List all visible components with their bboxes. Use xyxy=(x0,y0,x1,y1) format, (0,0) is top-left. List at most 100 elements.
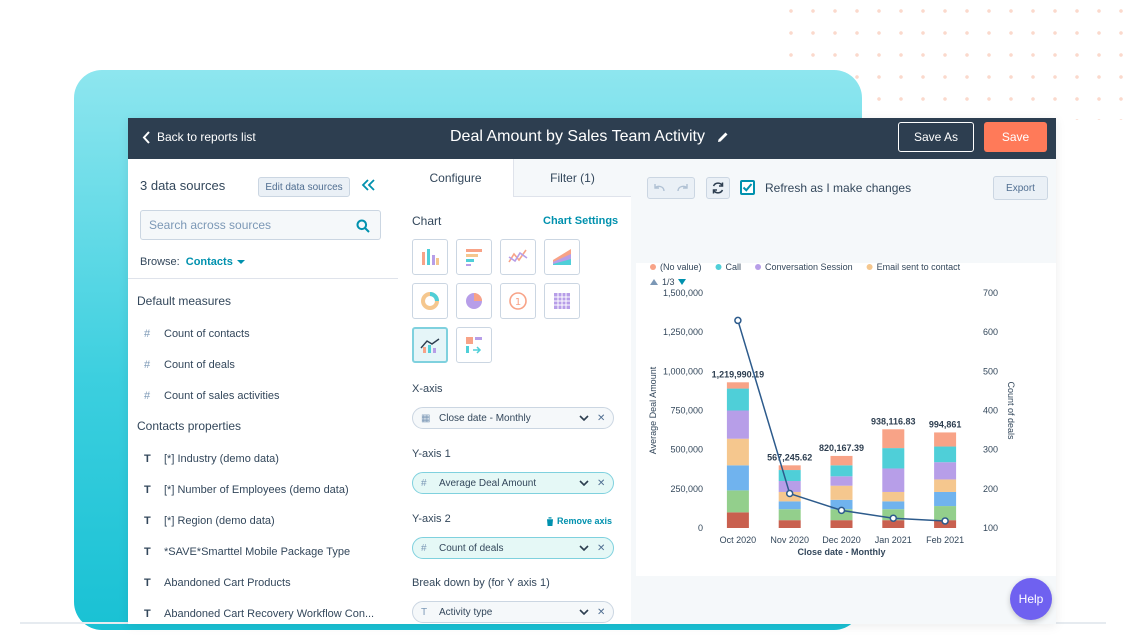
property-item[interactable]: T [*] Number of Employees (demo data) xyxy=(144,484,349,496)
refresh-checkbox[interactable] xyxy=(740,180,755,195)
property-item[interactable]: T [*] Region (demo data) xyxy=(144,515,275,527)
default-measures-heading: Default measures xyxy=(137,294,232,308)
x-axis-title: Close date - Monthly xyxy=(797,547,885,557)
pivot-table-button[interactable] xyxy=(544,283,580,319)
chevron-left-icon xyxy=(142,130,150,144)
search-sources-input[interactable]: Search across sources xyxy=(140,210,381,240)
number-type-icon: # xyxy=(421,477,427,489)
property-item[interactable]: T Abandoned Cart Products xyxy=(144,577,291,589)
y-left-tick-label: 750,000 xyxy=(670,406,703,416)
remove-icon[interactable]: ✕ xyxy=(597,412,606,424)
legend-page-down-icon xyxy=(678,279,686,285)
bar-segment xyxy=(934,479,957,492)
tab-filter[interactable]: Filter (1) xyxy=(513,159,631,197)
y-left-tick-label: 0 xyxy=(698,523,703,533)
text-type-icon: T xyxy=(144,608,151,620)
measure-item[interactable]: # Count of sales activities xyxy=(144,390,280,402)
remove-axis-link[interactable]: Remove axis xyxy=(546,516,612,526)
checkmark-icon xyxy=(742,183,753,192)
text-type-icon: T xyxy=(144,484,151,496)
browse-selector[interactable]: Browse: Contacts xyxy=(140,256,245,268)
export-button[interactable]: Export xyxy=(993,176,1048,200)
pie-chart-button[interactable] xyxy=(456,283,492,319)
remove-icon[interactable]: ✕ xyxy=(597,542,606,554)
bar-total-label: 1,219,990.19 xyxy=(712,369,765,379)
y-right-tick-label: 200 xyxy=(983,484,998,494)
chevron-down-icon[interactable] xyxy=(579,415,589,421)
bar-total-label: 994,861 xyxy=(929,419,962,429)
breakdown-field[interactable]: T Activity type ✕ xyxy=(412,601,614,623)
y-axis1-label: Y-axis 1 xyxy=(412,448,451,460)
bar-segment xyxy=(934,432,957,447)
table-button[interactable] xyxy=(456,327,492,363)
back-to-reports-link[interactable]: Back to reports list xyxy=(142,130,256,144)
legend-label: (No value) xyxy=(660,263,702,272)
bar-segment xyxy=(934,462,957,480)
chart-card: (No value) Call Conversation Session Email … xyxy=(636,262,1056,576)
single-value-button[interactable]: 1 xyxy=(500,283,536,319)
donut-chart-button[interactable] xyxy=(412,283,448,319)
tab-configure[interactable]: Configure xyxy=(398,159,513,197)
save-button[interactable]: Save xyxy=(984,122,1047,152)
save-as-button[interactable]: Save As xyxy=(898,122,974,152)
data-sources-title: 3 data sources xyxy=(140,178,226,193)
pencil-icon[interactable] xyxy=(717,131,729,143)
bar-segment xyxy=(934,491,957,507)
measure-item[interactable]: # Count of contacts xyxy=(144,328,250,340)
x-axis-value: Close date - Monthly xyxy=(439,412,531,424)
legend-label: Call xyxy=(726,263,742,272)
property-item[interactable]: T Abandoned Cart Recovery Workflow Con... xyxy=(144,608,374,620)
number-type-icon: # xyxy=(144,328,151,340)
undo-redo-group xyxy=(647,177,695,199)
chevron-down-icon[interactable] xyxy=(579,609,589,615)
combo-chart-button[interactable] xyxy=(412,327,448,363)
browse-value[interactable]: Contacts xyxy=(185,256,233,268)
measure-item[interactable]: # Count of deals xyxy=(144,359,235,371)
breakdown-value: Activity type xyxy=(439,606,493,618)
caret-down-icon[interactable] xyxy=(236,260,245,265)
vertical-bar-chart-button[interactable] xyxy=(412,239,448,275)
bar-segment xyxy=(882,501,905,510)
redo-icon[interactable] xyxy=(671,181,693,195)
bar-segment xyxy=(830,465,853,477)
bar-segment xyxy=(882,491,905,502)
area-chart-icon xyxy=(553,249,571,265)
edit-data-sources-button[interactable]: Edit data sources xyxy=(258,177,350,197)
data-sources-panel: 3 data sources Edit data sources Search … xyxy=(128,159,399,624)
chart-preview-panel: Refresh as I make changes Export (No val… xyxy=(631,159,1056,624)
horizontal-bar-chart-icon xyxy=(466,249,482,266)
help-button[interactable]: Help xyxy=(1010,578,1052,620)
area-chart-button[interactable] xyxy=(544,239,580,275)
y-axis1-field[interactable]: # Average Deal Amount ✕ xyxy=(412,472,614,494)
undo-icon[interactable] xyxy=(649,181,671,195)
pivot-table-icon xyxy=(554,293,570,309)
chevron-down-icon[interactable] xyxy=(579,545,589,551)
horizontal-bar-chart-button[interactable] xyxy=(456,239,492,275)
report-title[interactable]: Deal Amount by Sales Team Activity xyxy=(450,128,729,146)
trash-icon xyxy=(546,516,554,526)
search-icon[interactable] xyxy=(356,219,370,233)
property-label: [*] Region (demo data) xyxy=(164,515,275,527)
chevron-down-icon[interactable] xyxy=(579,480,589,486)
collapse-panel-icon[interactable] xyxy=(360,178,376,192)
y-right-tick-label: 400 xyxy=(983,406,998,416)
x-axis-field[interactable]: ▦ Close date - Monthly ✕ xyxy=(412,407,614,429)
property-item[interactable]: T [*] Industry (demo data) xyxy=(144,453,279,465)
contacts-properties-heading: Contacts properties xyxy=(137,419,242,433)
property-item[interactable]: T *SAVE*Smarttel Mobile Package Type xyxy=(144,546,350,558)
refresh-button[interactable] xyxy=(706,177,730,199)
line-point xyxy=(734,316,742,325)
remove-icon[interactable]: ✕ xyxy=(597,477,606,489)
svg-text:1: 1 xyxy=(515,297,521,308)
property-label: [*] Industry (demo data) xyxy=(164,453,279,465)
text-type-icon: T xyxy=(144,546,151,558)
browse-label: Browse: xyxy=(140,256,180,268)
bar-total-label: 820,167.39 xyxy=(819,443,864,453)
y-left-tick-label: 1,000,000 xyxy=(663,366,703,376)
line-chart-button[interactable] xyxy=(500,239,536,275)
remove-icon[interactable]: ✕ xyxy=(597,606,606,618)
bar-segment xyxy=(726,490,749,513)
line-chart-icon xyxy=(508,249,528,263)
y-axis2-field[interactable]: # Count of deals ✕ xyxy=(412,537,614,559)
chart-settings-link[interactable]: Chart Settings xyxy=(543,215,619,227)
